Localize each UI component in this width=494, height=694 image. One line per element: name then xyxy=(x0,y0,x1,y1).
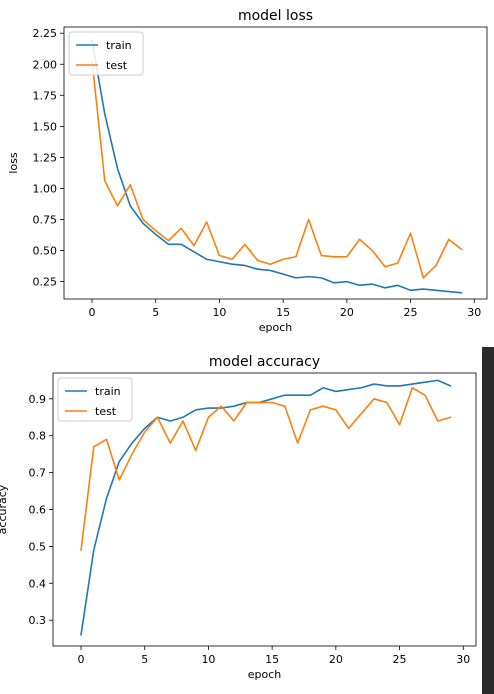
y-tick-label: 0.50 xyxy=(33,245,58,258)
x-tick-label: 15 xyxy=(276,306,290,319)
legend-label-test: test xyxy=(106,59,128,72)
y-tick-label: 2.25 xyxy=(33,27,58,40)
x-tick-label: 0 xyxy=(89,306,96,319)
chart-title: model accuracy xyxy=(209,354,320,370)
y-tick-label: 0.7 xyxy=(29,467,47,480)
x-tick-label: 5 xyxy=(141,653,148,666)
y-tick-label: 0.6 xyxy=(29,504,47,517)
x-tick-label: 20 xyxy=(329,653,343,666)
x-tick-label: 30 xyxy=(456,653,470,666)
x-tick-label: 25 xyxy=(393,653,407,666)
legend-label-train: train xyxy=(95,385,121,398)
y-tick-label: 0.25 xyxy=(33,276,58,289)
series-line-train xyxy=(91,39,463,294)
legend-label-train: train xyxy=(106,39,132,52)
x-axis-label: epoch xyxy=(248,668,282,681)
legend-label-test: test xyxy=(95,405,117,418)
y-tick-label: 0.4 xyxy=(29,577,47,590)
plot-frame xyxy=(63,26,488,300)
y-axis-label: accuracy xyxy=(0,484,9,534)
y-tick-label: 0.5 xyxy=(29,540,47,553)
x-tick-label: 25 xyxy=(404,306,418,319)
y-tick-label: 2.00 xyxy=(33,58,58,71)
y-tick-label: 1.25 xyxy=(33,151,58,164)
x-tick-label: 10 xyxy=(212,306,226,319)
series-line-test xyxy=(91,59,463,279)
series-line-test xyxy=(80,386,452,551)
x-tick-label: 10 xyxy=(201,653,215,666)
chart-title: model loss xyxy=(238,8,313,24)
chart-0: model loss 0 5 10 15 20 25 30 0.25 0.50 0.75 1.00 1.… xyxy=(7,8,488,334)
y-tick-label: 1.50 xyxy=(33,120,58,133)
y-tick-label: 0.9 xyxy=(29,393,47,406)
x-tick-label: 0 xyxy=(78,653,85,666)
y-tick-label: 0.75 xyxy=(33,214,58,227)
x-tick-label: 15 xyxy=(265,653,279,666)
y-tick-label: 1.00 xyxy=(33,182,58,195)
series-line-train xyxy=(80,379,452,636)
x-tick-label: 30 xyxy=(467,306,481,319)
y-tick-label: 1.75 xyxy=(33,89,58,102)
chart-1: model accuracy 0 5 10 15 20 25 30 0.3 0.4 0.5 0.6 0.… xyxy=(0,354,477,681)
window-scrollbar[interactable] xyxy=(482,347,494,694)
y-axis-label: loss xyxy=(7,152,20,174)
x-tick-label: 5 xyxy=(152,306,159,319)
x-axis-label: epoch xyxy=(259,321,293,334)
y-tick-label: 0.8 xyxy=(29,430,47,443)
plot-frame xyxy=(52,372,477,647)
y-tick-label: 0.3 xyxy=(29,614,47,627)
x-tick-label: 20 xyxy=(340,306,354,319)
